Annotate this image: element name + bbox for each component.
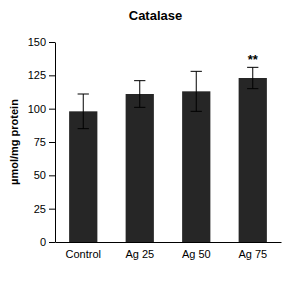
- x-tick: Ag 50: [182, 248, 211, 260]
- y-tick: 125: [28, 69, 55, 81]
- x-tick-label: Control: [66, 248, 101, 260]
- error-bar-stem: [196, 71, 197, 111]
- x-axis: Control Ag 25 Ag 50 Ag 75: [56, 243, 282, 260]
- y-tick: 100: [28, 103, 55, 115]
- y-tick: 75: [34, 136, 55, 148]
- y-tick: 150: [28, 36, 55, 48]
- x-tick: Ag 25: [125, 248, 154, 260]
- error-bar-cap: [78, 94, 89, 95]
- error-bar: [134, 81, 145, 108]
- error-bar-cap: [191, 111, 202, 112]
- error-bar-cap: [134, 107, 145, 108]
- plot: 0 25 50 75 100 125 150 Control Ag 25 Ag 50 Ag 75 **: [28, 36, 282, 260]
- title: Catalase: [129, 8, 182, 23]
- y-tick: 0: [40, 236, 55, 248]
- marks: [69, 67, 267, 242]
- y-tick-label: 25: [34, 203, 46, 215]
- x-tick-label: Ag 50: [182, 248, 211, 260]
- y-tick-label: 75: [34, 136, 46, 148]
- error-bar-cap: [247, 88, 258, 89]
- error-bar-stem: [252, 67, 253, 88]
- x-tick-label: Ag 25: [125, 248, 154, 260]
- y-tick-label: 150: [28, 36, 46, 48]
- x-tick: Control: [66, 248, 101, 260]
- error-bar-stem: [83, 94, 84, 129]
- y-tick-mark: [49, 175, 55, 176]
- error-bar: [247, 67, 258, 88]
- error-bar-cap: [191, 71, 202, 72]
- error-bar-cap: [78, 128, 89, 129]
- y-tick: 25: [34, 203, 55, 215]
- y-tick: 50: [34, 169, 55, 181]
- y-tick-mark: [49, 242, 55, 243]
- chart: 0 25 50 75 100 125 150 Control Ag 25 Ag 50 Ag 75 **…: [0, 0, 291, 287]
- y-tick-label: 125: [28, 69, 46, 81]
- y-tick-mark: [49, 75, 55, 76]
- annotation: **: [248, 52, 259, 67]
- x-axis-line: [56, 242, 282, 243]
- bar: [182, 91, 210, 242]
- error-bar: [78, 94, 89, 129]
- bar: [239, 78, 267, 242]
- y-tick-mark: [49, 209, 55, 210]
- bar: [69, 111, 97, 242]
- x-tick: Ag 75: [238, 248, 267, 260]
- y-tick-label: 100: [28, 103, 46, 115]
- y-tick-label: 0: [40, 236, 46, 248]
- y-axis-title: µmol/mg protein: [8, 99, 20, 185]
- y-axis: 0 25 50 75 100 125 150: [28, 36, 56, 248]
- error-bar-stem: [139, 81, 140, 108]
- x-tick-label: Ag 75: [238, 248, 267, 260]
- y-tick-mark: [49, 42, 55, 43]
- y-tick-mark: [49, 142, 55, 143]
- error-bar: [191, 71, 202, 111]
- y-tick-label: 50: [34, 169, 46, 181]
- y-tick-mark: [49, 109, 55, 110]
- y-axis-line: [55, 43, 56, 243]
- error-bar-cap: [134, 80, 145, 81]
- bar: [126, 94, 154, 242]
